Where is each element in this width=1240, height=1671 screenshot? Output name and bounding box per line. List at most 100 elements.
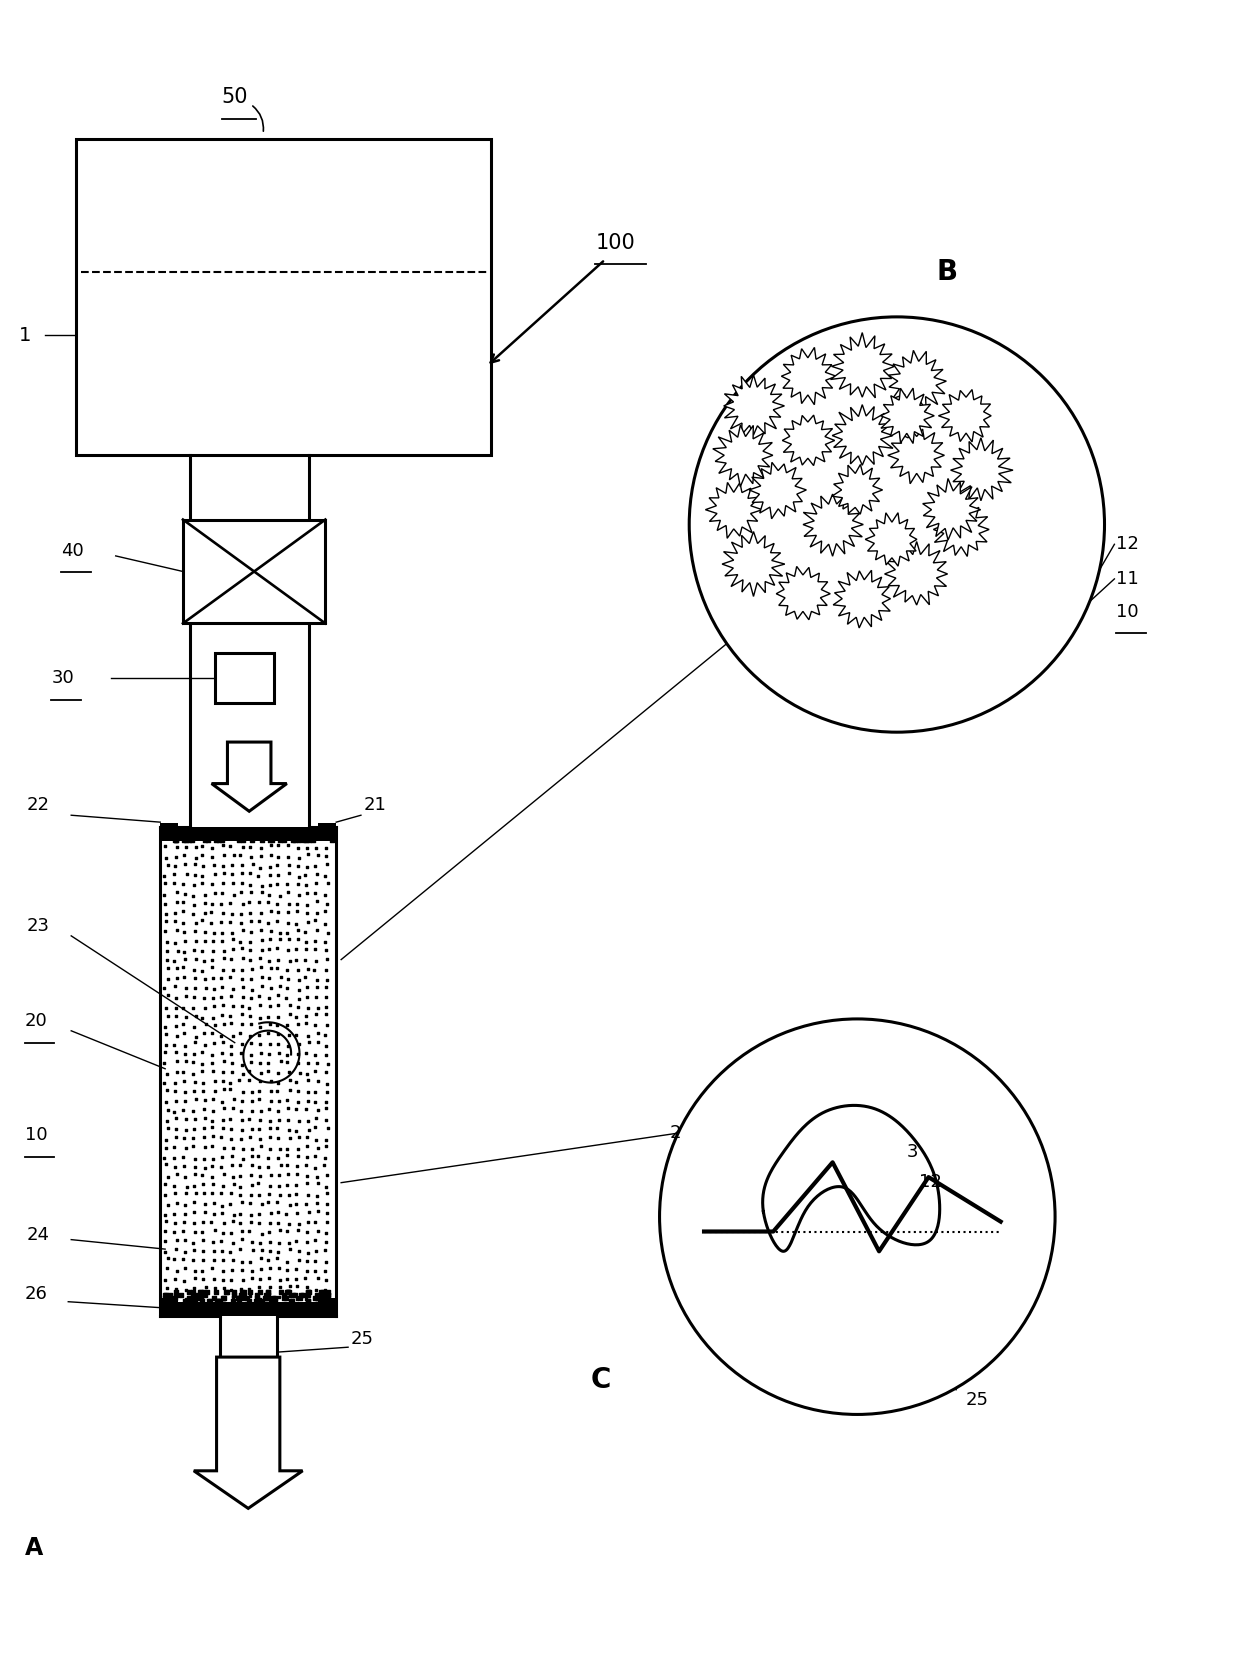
Text: 10: 10: [25, 1126, 47, 1145]
Point: [260, 1068, 280, 1095]
Point: [289, 1108, 309, 1135]
Point: [223, 926, 243, 952]
Text: 10: 10: [1116, 603, 1140, 620]
Point: [268, 862, 288, 889]
Point: [306, 984, 326, 1011]
Point: [229, 1151, 249, 1178]
Point: [262, 832, 281, 859]
Point: [186, 1086, 206, 1113]
Point: [242, 1048, 262, 1074]
Point: [166, 1013, 186, 1039]
Point: [272, 824, 291, 851]
Point: [249, 1126, 269, 1153]
Point: [228, 1285, 248, 1312]
Point: [252, 936, 272, 962]
Point: [317, 1051, 337, 1078]
Point: [259, 1265, 279, 1292]
Point: [249, 1288, 269, 1315]
Point: [202, 871, 222, 897]
Point: [192, 957, 212, 984]
Point: [174, 1143, 193, 1170]
Point: [202, 1163, 222, 1190]
Point: [211, 1023, 231, 1049]
Point: [260, 1078, 280, 1105]
Point: [288, 1216, 308, 1243]
Point: [196, 974, 216, 1001]
Point: [285, 1282, 305, 1308]
Point: [284, 820, 304, 847]
Point: [193, 1265, 213, 1292]
Point: [206, 1278, 226, 1305]
Point: [180, 820, 200, 847]
Point: [232, 852, 252, 879]
Point: [175, 851, 195, 877]
Point: [299, 1200, 319, 1227]
Point: [294, 1282, 314, 1308]
Point: [213, 1275, 233, 1302]
Point: [298, 836, 317, 862]
Polygon shape: [749, 463, 806, 518]
Point: [243, 820, 263, 847]
Point: [259, 1041, 279, 1068]
Point: [176, 983, 196, 1009]
Point: [184, 1198, 203, 1225]
Point: [248, 1288, 268, 1315]
Point: [259, 854, 279, 881]
Point: [265, 1288, 285, 1315]
Point: [308, 824, 327, 851]
Point: [174, 909, 193, 936]
Point: [166, 1039, 186, 1066]
Point: [232, 1278, 252, 1305]
Point: [213, 1115, 233, 1141]
Point: [167, 964, 187, 991]
Point: [310, 1282, 330, 1308]
Point: [270, 1048, 290, 1074]
Point: [283, 1288, 303, 1315]
Point: [249, 1116, 269, 1143]
Point: [165, 973, 185, 999]
Point: [288, 1011, 308, 1038]
Point: [321, 827, 341, 854]
Point: [268, 899, 288, 926]
Point: [229, 824, 249, 851]
Point: [242, 956, 262, 983]
Point: [286, 1181, 306, 1208]
Point: [286, 1153, 306, 1180]
Point: [184, 1188, 203, 1215]
Point: [191, 1278, 211, 1305]
Point: [170, 820, 190, 847]
Point: [319, 1282, 339, 1308]
Point: [202, 954, 222, 981]
Point: [187, 1282, 207, 1308]
Point: [232, 861, 252, 887]
Point: [192, 907, 212, 934]
Point: [252, 872, 272, 899]
Point: [280, 1001, 300, 1028]
Point: [190, 824, 210, 851]
Point: [232, 1257, 252, 1283]
Point: [268, 1004, 288, 1031]
Point: [186, 1106, 206, 1133]
Point: [221, 1009, 241, 1036]
Point: [212, 974, 232, 1001]
Point: [193, 1170, 213, 1196]
Point: [278, 1278, 298, 1305]
Point: [233, 1278, 253, 1305]
Point: [203, 1086, 223, 1113]
Point: [268, 1059, 288, 1086]
Point: [165, 1265, 185, 1292]
Point: [221, 1267, 241, 1293]
Point: [231, 1039, 250, 1066]
Point: [317, 820, 337, 847]
Point: [298, 1288, 317, 1315]
Point: [184, 1230, 203, 1257]
Point: [269, 824, 289, 851]
Point: [315, 862, 335, 889]
Point: [185, 1029, 205, 1056]
Point: [250, 1163, 270, 1190]
Point: [185, 1116, 205, 1143]
Point: [241, 899, 260, 926]
Point: [305, 1058, 325, 1084]
Point: [295, 919, 315, 946]
Point: [228, 817, 248, 844]
